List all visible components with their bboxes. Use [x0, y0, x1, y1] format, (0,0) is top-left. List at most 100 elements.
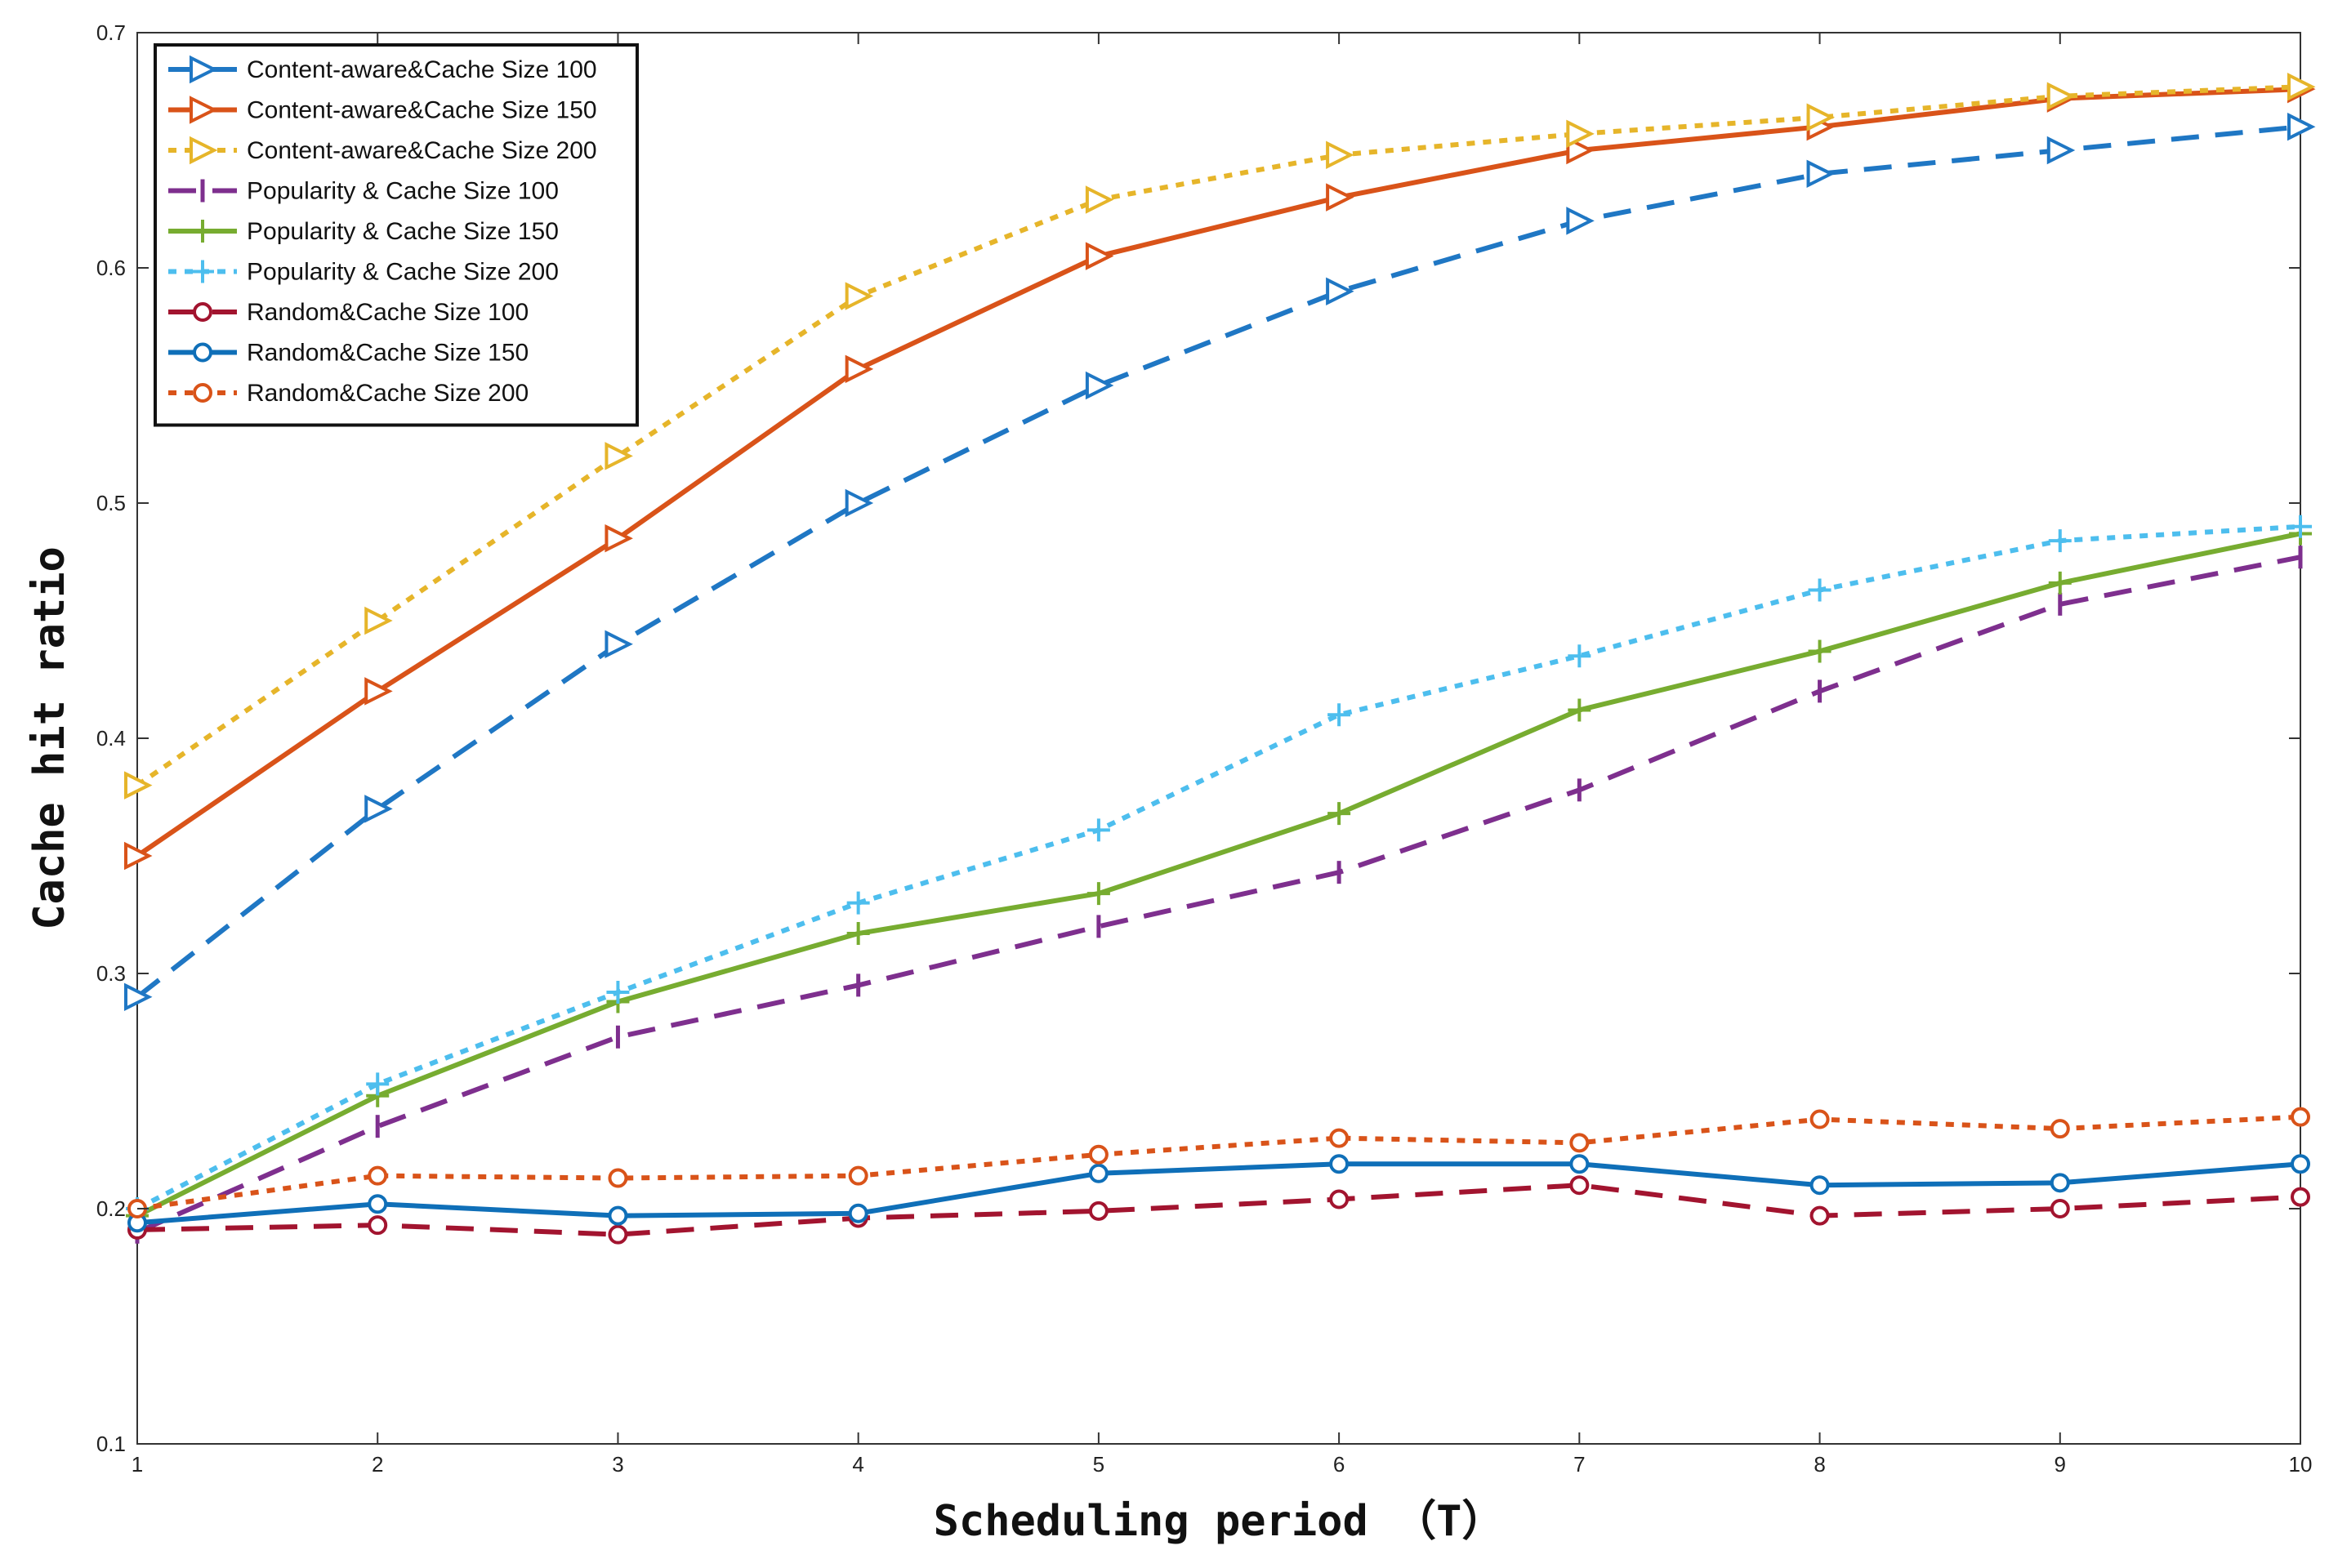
data-point [2046, 82, 2076, 110]
legend-item: Content-aware&Cache Size 150 [168, 96, 597, 124]
series-group [124, 73, 2316, 1245]
data-point [1806, 103, 1836, 131]
series-line [136, 87, 2301, 858]
series-5 [126, 522, 2312, 1227]
legend-item: Content-aware&Cache Size 200 [168, 136, 597, 165]
legend-label: Random&Cache Size 100 [247, 299, 529, 326]
legend-marker [193, 383, 212, 403]
data-point [2050, 1173, 2070, 1193]
y-tick-label: 0.6 [96, 256, 126, 280]
x-tick-label: 6 [1333, 1452, 1345, 1477]
series-8 [127, 1154, 2310, 1233]
data-point [1088, 1200, 1109, 1221]
data-point [1809, 1175, 1830, 1196]
data-point [124, 982, 153, 1012]
data-point [1809, 1109, 1830, 1129]
data-point [2291, 1154, 2310, 1174]
data-point [1809, 1205, 1830, 1226]
data-point [606, 981, 630, 1004]
series-9 [127, 1107, 2310, 1218]
legend-marker [193, 302, 212, 322]
data-point [1085, 185, 1114, 214]
data-point [1085, 242, 1114, 270]
data-point [2289, 514, 2312, 538]
data-point [1086, 882, 1110, 906]
series-4 [135, 546, 2303, 1244]
y-tick-label: 0.1 [96, 1432, 126, 1456]
data-point [1569, 1133, 1590, 1153]
legend-marker [191, 220, 214, 243]
data-point [2048, 571, 2072, 595]
x-axis-title: Scheduling period （T） [934, 1497, 1505, 1546]
y-tick-label: 0.4 [96, 726, 126, 751]
data-point [1329, 1154, 1350, 1174]
series-line [136, 555, 2301, 1235]
data-point [1806, 159, 1836, 189]
data-point [608, 1224, 628, 1245]
data-point [2287, 73, 2316, 101]
data-point [1566, 119, 1595, 149]
legend-marker [191, 260, 214, 283]
series-line [136, 1161, 2301, 1226]
legend-label: Content-aware&Cache Size 100 [247, 56, 597, 83]
data-point [1808, 578, 1832, 602]
legend-item: Random&Cache Size 200 [168, 380, 529, 407]
series-3 [124, 73, 2316, 800]
legend-marker [193, 342, 212, 363]
data-point [1566, 136, 1595, 165]
data-point [846, 922, 870, 946]
data-point [1326, 140, 1354, 169]
data-point [1085, 371, 1114, 400]
data-point [2048, 529, 2072, 553]
data-point [1326, 183, 1354, 212]
legend-item: Popularity & Cache Size 100 [168, 178, 559, 205]
series-line [136, 124, 2301, 1000]
legend-label: Popularity & Cache Size 150 [247, 218, 559, 245]
y-tick-label: 0.5 [96, 491, 126, 515]
legend-label: Popularity & Cache Size 200 [247, 259, 559, 286]
series-1 [124, 112, 2316, 1012]
x-tick-label: 3 [612, 1452, 623, 1477]
data-point [2291, 1187, 2310, 1207]
legend-label: Content-aware&Cache Size 200 [247, 137, 597, 164]
data-point [2050, 1199, 2070, 1218]
legend-marker [190, 96, 218, 124]
x-tick-label: 9 [2055, 1452, 2066, 1477]
data-point [845, 282, 874, 310]
data-point [1088, 1163, 1109, 1183]
y-tick-label: 0.2 [96, 1196, 126, 1221]
data-point [364, 606, 393, 635]
data-point [364, 677, 393, 706]
x-tick-label: 1 [132, 1452, 143, 1477]
data-point [1088, 1144, 1109, 1165]
legend-label: Random&Cache Size 200 [247, 380, 529, 407]
data-point [124, 841, 153, 871]
data-point [1326, 277, 1354, 306]
data-point [1086, 818, 1110, 842]
x-tick-label: 4 [852, 1452, 863, 1477]
data-point [368, 1215, 388, 1236]
data-point [605, 442, 633, 470]
data-point [1566, 207, 1595, 235]
legend-label: Random&Cache Size 150 [247, 340, 529, 367]
data-point [368, 1165, 388, 1186]
legend-label: Popularity & Cache Size 100 [247, 178, 559, 205]
data-point [1327, 703, 1351, 727]
data-point [364, 795, 393, 823]
y-tick-label: 0.3 [96, 961, 126, 986]
x-tick-label: 8 [1814, 1452, 1825, 1477]
x-tick-label: 10 [2289, 1452, 2313, 1477]
data-point [848, 1203, 868, 1223]
data-point [845, 488, 874, 518]
data-point [1329, 1189, 1350, 1209]
data-point [605, 630, 633, 659]
data-point [1808, 639, 1832, 663]
data-point [368, 1194, 388, 1214]
series-line [136, 523, 2301, 1211]
legend-label: Content-aware&Cache Size 150 [247, 97, 597, 124]
data-point [1568, 698, 1591, 722]
data-point [1568, 644, 1591, 668]
data-point [608, 1168, 628, 1188]
legend-marker [190, 55, 218, 84]
